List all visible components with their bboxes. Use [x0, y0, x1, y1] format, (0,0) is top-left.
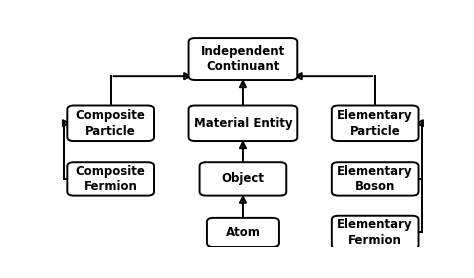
FancyBboxPatch shape — [207, 218, 279, 247]
FancyBboxPatch shape — [67, 105, 154, 141]
Text: Material Entity: Material Entity — [193, 117, 292, 130]
Text: Object: Object — [221, 172, 264, 185]
FancyBboxPatch shape — [332, 105, 419, 141]
FancyBboxPatch shape — [189, 105, 297, 141]
FancyBboxPatch shape — [332, 216, 419, 249]
FancyBboxPatch shape — [200, 162, 286, 196]
Text: Composite
Particle: Composite Particle — [76, 109, 146, 138]
Text: Composite
Fermion: Composite Fermion — [76, 165, 146, 193]
Text: Elementary
Fermion: Elementary Fermion — [337, 218, 413, 247]
FancyBboxPatch shape — [189, 38, 297, 80]
Text: Independent
Continuant: Independent Continuant — [201, 45, 285, 73]
Text: Elementary
Boson: Elementary Boson — [337, 165, 413, 193]
FancyBboxPatch shape — [332, 162, 419, 196]
Text: Elementary
Particle: Elementary Particle — [337, 109, 413, 138]
Text: Atom: Atom — [226, 226, 260, 239]
FancyBboxPatch shape — [67, 162, 154, 196]
